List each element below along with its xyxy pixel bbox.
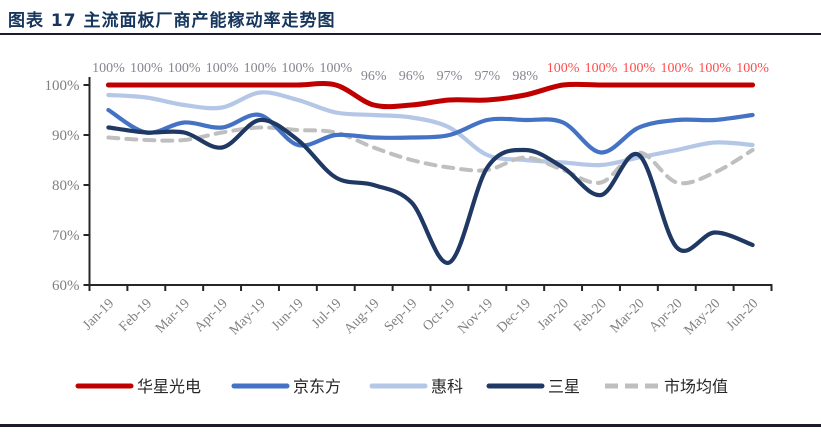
data-label: 100% <box>660 61 693 76</box>
legend-label: 三星 <box>548 379 580 396</box>
x-tick-label: Dec-19 <box>494 296 534 336</box>
y-tick-label: 60% <box>52 278 80 294</box>
data-label: 96% <box>399 69 425 84</box>
legend-label: 京东方 <box>293 378 341 396</box>
data-label: 100% <box>547 61 580 76</box>
x-tick-label: Nov-19 <box>455 296 496 337</box>
x-tick-label: Apr-19 <box>192 296 231 335</box>
bottom-divider <box>0 424 821 427</box>
x-tick-label: Mar-19 <box>153 296 193 336</box>
y-tick-label: 70% <box>52 228 80 244</box>
legend-label: 华星光电 <box>137 378 201 396</box>
data-label: 100% <box>244 61 277 76</box>
data-label: 100% <box>698 61 731 76</box>
data-label: 97% <box>437 69 463 84</box>
y-tick-label: 100% <box>45 78 80 94</box>
data-label: 100% <box>130 61 163 76</box>
data-label: 100% <box>168 61 201 76</box>
data-label: 100% <box>319 61 352 76</box>
y-tick-label: 90% <box>52 128 80 144</box>
x-tick-label: Feb-20 <box>571 296 610 335</box>
legend-item-华星光电: 华星光电 <box>75 378 201 396</box>
data-label: 96% <box>361 69 387 84</box>
x-tick-label: Apr-20 <box>647 296 686 335</box>
legend-label: 市场均值 <box>664 378 728 396</box>
legend-label: 惠科 <box>431 378 463 396</box>
x-tick-label: Sep-19 <box>382 296 421 335</box>
x-tick-label: Oct-19 <box>420 296 458 334</box>
legend-item-京东方: 京东方 <box>231 378 341 396</box>
data-label: 98% <box>512 69 538 84</box>
x-tick-label: Mar-20 <box>608 296 648 336</box>
series-line-1-京东方 <box>106 107 755 155</box>
series-line-0-华星光电 <box>105 81 756 110</box>
legend-item-市场均值: 市场均值 <box>605 378 728 396</box>
data-label: 97% <box>474 69 500 84</box>
series-line-4-市场均值 <box>106 125 755 186</box>
data-label: 100% <box>585 61 618 76</box>
data-label: 100% <box>623 61 656 76</box>
legend-item-惠科: 惠科 <box>369 378 463 396</box>
x-tick-label: Jun-19 <box>269 296 307 334</box>
x-tick-label: May-20 <box>682 296 724 338</box>
title-divider <box>0 33 821 35</box>
y-tick-label: 80% <box>52 178 80 194</box>
x-tick-label: Aug-19 <box>342 296 383 337</box>
x-tick-label: Jan-19 <box>80 296 117 333</box>
data-label: 100% <box>282 61 315 76</box>
figure-title: 图表 17 主流面板厂商产能稼动率走势图 <box>8 11 336 31</box>
x-tick-label: Jan-20 <box>535 296 572 333</box>
data-label: 100% <box>92 61 125 76</box>
legend-item-三星: 三星 <box>486 379 580 396</box>
x-tick-label: Feb-19 <box>117 296 156 335</box>
x-tick-label: Jul-19 <box>309 296 344 331</box>
data-label: 100% <box>736 61 769 76</box>
data-label: 100% <box>206 61 239 76</box>
x-tick-label: Jun-20 <box>724 296 762 334</box>
x-tick-label: May-19 <box>227 296 269 338</box>
series-line-3-三星 <box>106 117 755 265</box>
